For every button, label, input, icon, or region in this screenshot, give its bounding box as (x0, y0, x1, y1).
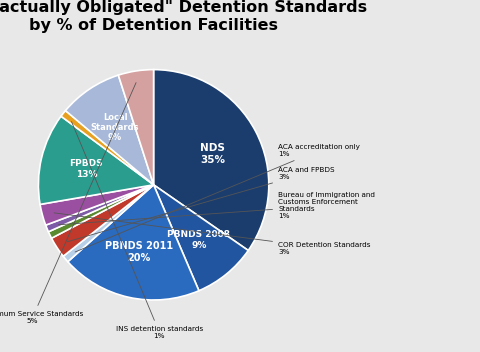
Text: COR Detention Standards
3%: COR Detention Standards 3% (54, 213, 371, 254)
Wedge shape (46, 185, 154, 232)
Wedge shape (154, 185, 248, 291)
Wedge shape (63, 185, 154, 262)
Text: FPBDS
13%: FPBDS 13% (70, 159, 103, 178)
Text: Bureau of Immigration and
Customs Enforcement
Standards
1%: Bureau of Immigration and Customs Enforc… (58, 192, 375, 225)
Text: PBNDS 2011
20%: PBNDS 2011 20% (105, 241, 173, 263)
Wedge shape (65, 75, 154, 185)
Text: NDS
35%: NDS 35% (200, 143, 225, 165)
Text: ACA and FPBDS
3%: ACA and FPBDS 3% (67, 167, 335, 242)
Wedge shape (48, 185, 154, 238)
Text: PBNDS 2008
9%: PBNDS 2008 9% (167, 231, 230, 250)
Wedge shape (40, 185, 154, 225)
Text: Minimum Service Standards
5%: Minimum Service Standards 5% (0, 83, 136, 324)
Text: ACA accreditation only
1%: ACA accreditation only 1% (75, 144, 360, 252)
Text: INS detention standards
1%: INS detention standards 1% (72, 122, 203, 339)
Text: Local
Standards
9%: Local Standards 9% (91, 113, 139, 142)
Wedge shape (38, 116, 154, 205)
Wedge shape (68, 185, 199, 300)
Wedge shape (154, 70, 269, 251)
Wedge shape (119, 70, 154, 185)
Title: "Contractually Obligated" Detention Standards
by % of Detention Facilities: "Contractually Obligated" Detention Stan… (0, 0, 367, 33)
Wedge shape (61, 111, 154, 185)
Wedge shape (51, 185, 154, 256)
